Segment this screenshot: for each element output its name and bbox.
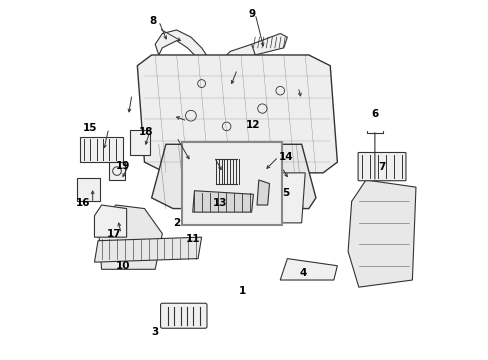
PathPatch shape <box>155 30 258 69</box>
Text: 5: 5 <box>282 188 289 198</box>
FancyBboxPatch shape <box>108 162 124 180</box>
FancyBboxPatch shape <box>80 137 123 162</box>
Text: 14: 14 <box>278 152 292 162</box>
PathPatch shape <box>137 55 337 173</box>
PathPatch shape <box>192 191 253 212</box>
Text: 10: 10 <box>116 261 130 271</box>
Text: 15: 15 <box>83 123 97 133</box>
PathPatch shape <box>257 180 269 205</box>
Text: 7: 7 <box>378 162 385 172</box>
Text: 11: 11 <box>185 234 200 244</box>
Text: 1: 1 <box>239 286 246 296</box>
Text: 19: 19 <box>116 161 130 171</box>
Text: 8: 8 <box>149 16 157 26</box>
PathPatch shape <box>272 173 305 223</box>
Text: 18: 18 <box>139 127 153 137</box>
Text: 4: 4 <box>299 268 306 278</box>
FancyBboxPatch shape <box>130 130 149 155</box>
PathPatch shape <box>98 205 162 269</box>
PathPatch shape <box>151 144 315 208</box>
PathPatch shape <box>94 205 126 237</box>
PathPatch shape <box>280 258 337 280</box>
Text: 12: 12 <box>246 120 260 130</box>
Text: 16: 16 <box>76 198 90 208</box>
FancyBboxPatch shape <box>182 143 282 225</box>
FancyBboxPatch shape <box>357 153 405 181</box>
FancyBboxPatch shape <box>77 178 100 202</box>
Text: 3: 3 <box>151 327 159 337</box>
Text: 17: 17 <box>107 229 122 239</box>
Text: 13: 13 <box>212 198 226 208</box>
Text: 2: 2 <box>173 218 180 228</box>
Text: 9: 9 <box>247 9 255 19</box>
PathPatch shape <box>347 180 415 287</box>
FancyBboxPatch shape <box>160 303 206 328</box>
PathPatch shape <box>251 33 287 55</box>
PathPatch shape <box>94 237 201 262</box>
Text: 6: 6 <box>370 109 378 119</box>
